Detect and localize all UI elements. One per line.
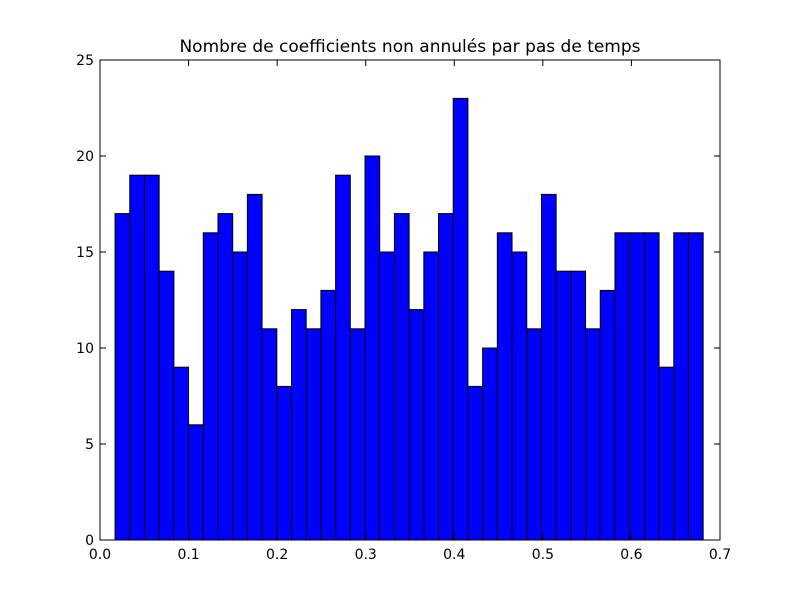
histogram-bar [496,232,513,541]
histogram-bar [349,328,366,541]
histogram-bar [305,328,322,541]
histogram-bar [379,251,395,541]
histogram-bar [364,155,381,541]
x-tick-label: 0.4 [443,547,465,563]
histogram-bar [629,232,645,541]
histogram-bar [482,347,498,541]
histogram-bar [246,193,263,541]
histogram-bar [129,174,145,541]
histogram-bar [687,232,704,541]
histogram-bar [673,232,689,541]
histogram-bar [232,251,248,541]
histogram-bar [423,251,440,541]
histogram-bar [173,366,190,541]
y-tick-label: 10 [76,341,94,357]
x-tick-label: 0.1 [177,547,199,563]
chart-title: Nombre de coefficients non annulés par p… [179,37,640,57]
histogram-bar [540,193,557,541]
plot-frame [99,59,721,541]
histogram-bar [467,385,484,541]
histogram-bar [526,328,542,541]
histogram-bar [452,97,469,541]
x-tick-label: 0.3 [355,547,377,563]
histogram-bar [585,328,601,541]
histogram-bar [188,424,204,541]
histogram-bar [393,213,410,541]
y-tick-label: 15 [76,245,94,261]
histogram-bar [658,366,675,541]
bars-group [114,97,704,541]
histogram-bar [158,270,175,541]
histogram-bar [614,232,631,541]
histogram-bar [114,213,131,541]
histogram-bar [570,270,587,541]
tick-labels-group: 0.0 0.1 0.2 0.3 0.4 0.5 0.6 0.7 0 5 10 15 20 25 [76,53,731,563]
histogram-bar [261,328,278,541]
histogram-bar [408,309,425,541]
x-tick-label: 0.5 [532,547,554,563]
x-tick-label: 0.6 [620,547,642,563]
y-tick-label: 25 [76,53,94,69]
histogram-bar [335,174,351,541]
histogram-bar [438,213,454,541]
histogram-bar [276,385,292,541]
histogram-bar [290,309,307,541]
histogram-bar [320,289,337,541]
histogram-bar [643,232,660,541]
y-tick-label: 0 [85,533,94,549]
x-tick-label: 0.2 [266,547,288,563]
x-tick-label: 0.7 [709,547,731,563]
y-tick-label: 20 [76,149,94,165]
histogram-bar [202,232,219,541]
histogram-bar [599,289,616,541]
histogram-bar [555,270,572,541]
histogram-bar [143,174,160,541]
y-tick-label: 5 [85,437,94,453]
histogram-bar [511,251,528,541]
x-tick-label: 0.0 [89,547,111,563]
histogram-bar [217,213,234,541]
